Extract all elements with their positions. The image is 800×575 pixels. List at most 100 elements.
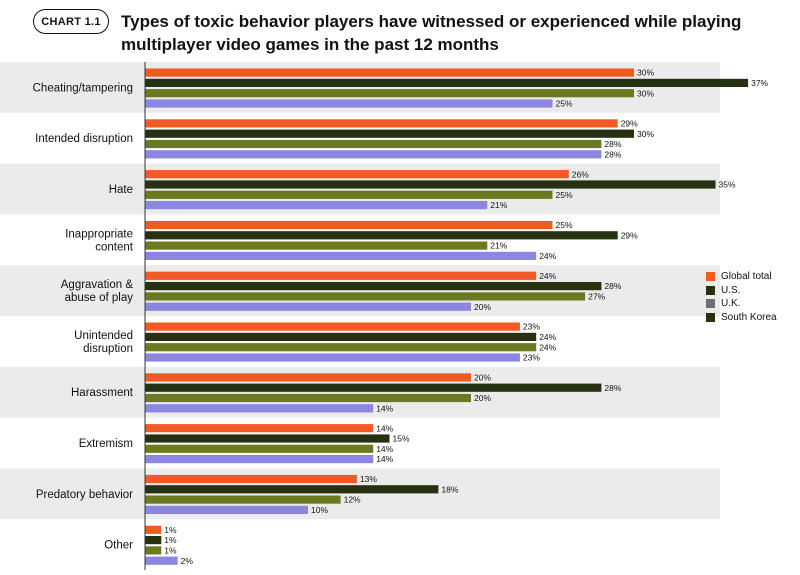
category-label-aggravation-abuse-of-play-line-2: abuse of play <box>65 292 134 304</box>
value-label-harassment-u-s: 28% <box>604 383 621 393</box>
value-label-aggravation-abuse-of-play-south-korea: 20% <box>474 302 491 312</box>
bar-aggravation-abuse-of-play-u-k <box>145 292 586 301</box>
bar-intended-disruption-u-s <box>145 129 634 138</box>
value-label-predatory-behavior-u-k: 12% <box>344 495 361 505</box>
value-label-hate-u-s: 35% <box>719 180 736 190</box>
bar-predatory-behavior-south-korea <box>145 505 308 514</box>
legend-label-us: U.S. <box>721 284 741 296</box>
bar-cheating-tampering-u-k <box>145 89 634 98</box>
value-label-aggravation-abuse-of-play-u-s: 28% <box>604 281 621 291</box>
bar-cheating-tampering-u-s <box>145 78 749 87</box>
chart-legend: Global total U.S. U.K. South Korea <box>706 270 777 324</box>
bar-inappropriate-content-u-k <box>145 241 488 250</box>
value-label-predatory-behavior-south-korea: 10% <box>311 505 328 515</box>
legend-label-uk: U.K. <box>721 298 741 309</box>
value-label-unintended-disruption-south-korea: 23% <box>523 353 540 363</box>
value-label-harassment-global-total: 20% <box>474 373 491 383</box>
bar-cheating-tampering-global-total <box>145 68 634 77</box>
bar-aggravation-abuse-of-play-south-korea <box>145 302 471 311</box>
category-label-aggravation-abuse-of-play-line-1: Aggravation & <box>61 279 134 291</box>
value-label-intended-disruption-global-total: 29% <box>621 119 638 129</box>
value-label-extremism-global-total: 14% <box>376 423 393 433</box>
legend-item-us: U.S. <box>706 284 777 297</box>
category-label-predatory-behavior: Predatory behavior <box>36 489 133 501</box>
value-label-aggravation-abuse-of-play-u-k: 27% <box>588 292 605 302</box>
value-label-predatory-behavior-u-s: 18% <box>441 484 458 494</box>
category-label-intended-disruption: Intended disruption <box>35 133 133 145</box>
legend-item-uk: U.K. <box>706 297 777 310</box>
value-label-hate-u-k: 25% <box>556 190 573 200</box>
value-label-cheating-tampering-u-s: 37% <box>751 78 768 88</box>
legend-swatch-global-total <box>706 272 715 281</box>
bar-extremism-south-korea <box>145 455 374 464</box>
bar-intended-disruption-south-korea <box>145 150 602 159</box>
bar-hate-u-s <box>145 180 716 189</box>
bar-hate-south-korea <box>145 201 488 210</box>
value-label-extremism-u-k: 14% <box>376 444 393 454</box>
bar-harassment-u-s <box>145 383 602 392</box>
bar-unintended-disruption-south-korea <box>145 353 520 362</box>
value-label-cheating-tampering-global-total: 30% <box>637 68 654 78</box>
value-label-unintended-disruption-u-k: 24% <box>539 342 556 352</box>
bar-unintended-disruption-u-s <box>145 332 537 341</box>
value-label-hate-south-korea: 21% <box>490 200 507 210</box>
category-label-other: Other <box>104 540 133 552</box>
value-label-inappropriate-content-south-korea: 24% <box>539 251 556 261</box>
category-label-hate: Hate <box>109 184 133 196</box>
bar-inappropriate-content-global-total <box>145 220 553 230</box>
bar-harassment-u-k <box>145 393 471 403</box>
value-label-unintended-disruption-u-s: 24% <box>539 332 556 342</box>
value-label-extremism-u-s: 15% <box>393 434 410 444</box>
bar-inappropriate-content-u-s <box>145 231 618 240</box>
bar-inappropriate-content-south-korea <box>145 251 537 260</box>
category-label-unintended-disruption-line-2: disruption <box>83 343 133 355</box>
legend-swatch-uk <box>706 299 715 308</box>
bar-cheating-tampering-south-korea <box>145 99 553 108</box>
value-label-intended-disruption-u-s: 30% <box>637 129 654 139</box>
value-label-other-global-total: 1% <box>164 525 177 535</box>
value-label-cheating-tampering-u-k: 30% <box>637 88 654 98</box>
chart-title-line-2: multiplayer video games in the past 12 m… <box>121 35 499 54</box>
bar-hate-u-k <box>145 190 553 199</box>
bar-intended-disruption-u-k <box>145 139 602 149</box>
legend-label-global-total: Global total <box>721 271 772 282</box>
value-label-inappropriate-content-u-s: 29% <box>621 230 638 240</box>
bar-predatory-behavior-global-total <box>145 474 357 484</box>
value-label-extremism-south-korea: 14% <box>376 454 393 464</box>
chart-title: Types of toxic behavior players have wit… <box>121 10 761 56</box>
value-label-harassment-u-k: 20% <box>474 393 491 403</box>
bar-harassment-south-korea <box>145 404 374 413</box>
value-label-intended-disruption-south-korea: 28% <box>604 149 621 159</box>
category-band-predatory-behavior <box>0 468 720 520</box>
category-label-extremism: Extremism <box>79 438 133 450</box>
value-label-harassment-south-korea: 14% <box>376 403 393 413</box>
bar-other-south-korea <box>145 556 178 565</box>
bar-predatory-behavior-u-k <box>145 495 341 504</box>
bar-unintended-disruption-u-k <box>145 343 537 352</box>
category-label-inappropriate-content-line-1: Inappropriate <box>65 228 133 240</box>
legend-item-south-korea: South Korea <box>706 311 777 324</box>
bar-other-u-s <box>145 536 162 545</box>
bar-extremism-u-k <box>145 444 374 453</box>
bar-unintended-disruption-global-total <box>145 322 520 331</box>
category-label-harassment: Harassment <box>71 387 134 399</box>
value-label-inappropriate-content-u-k: 21% <box>490 241 507 251</box>
category-label-unintended-disruption-line-1: Unintended <box>74 330 133 342</box>
bar-aggravation-abuse-of-play-global-total <box>145 271 537 280</box>
bar-other-u-k <box>145 546 162 555</box>
bar-harassment-global-total <box>145 373 471 382</box>
value-label-cheating-tampering-south-korea: 25% <box>556 99 573 109</box>
legend-swatch-south-korea <box>706 312 715 322</box>
category-label-cheating-tampering: Cheating/tampering <box>33 82 133 94</box>
bar-extremism-global-total <box>145 424 374 433</box>
value-label-inappropriate-content-global-total: 25% <box>556 220 573 230</box>
value-label-aggravation-abuse-of-play-global-total: 24% <box>539 271 556 281</box>
bar-other-global-total <box>145 525 162 534</box>
bar-aggravation-abuse-of-play-u-s <box>145 282 602 291</box>
bar-hate-global-total <box>145 170 569 179</box>
chart-number-badge: CHART 1.1 <box>33 9 109 34</box>
value-label-other-u-s: 1% <box>164 535 177 545</box>
bar-intended-disruption-global-total <box>145 119 618 128</box>
bar-extremism-u-s <box>145 434 390 443</box>
